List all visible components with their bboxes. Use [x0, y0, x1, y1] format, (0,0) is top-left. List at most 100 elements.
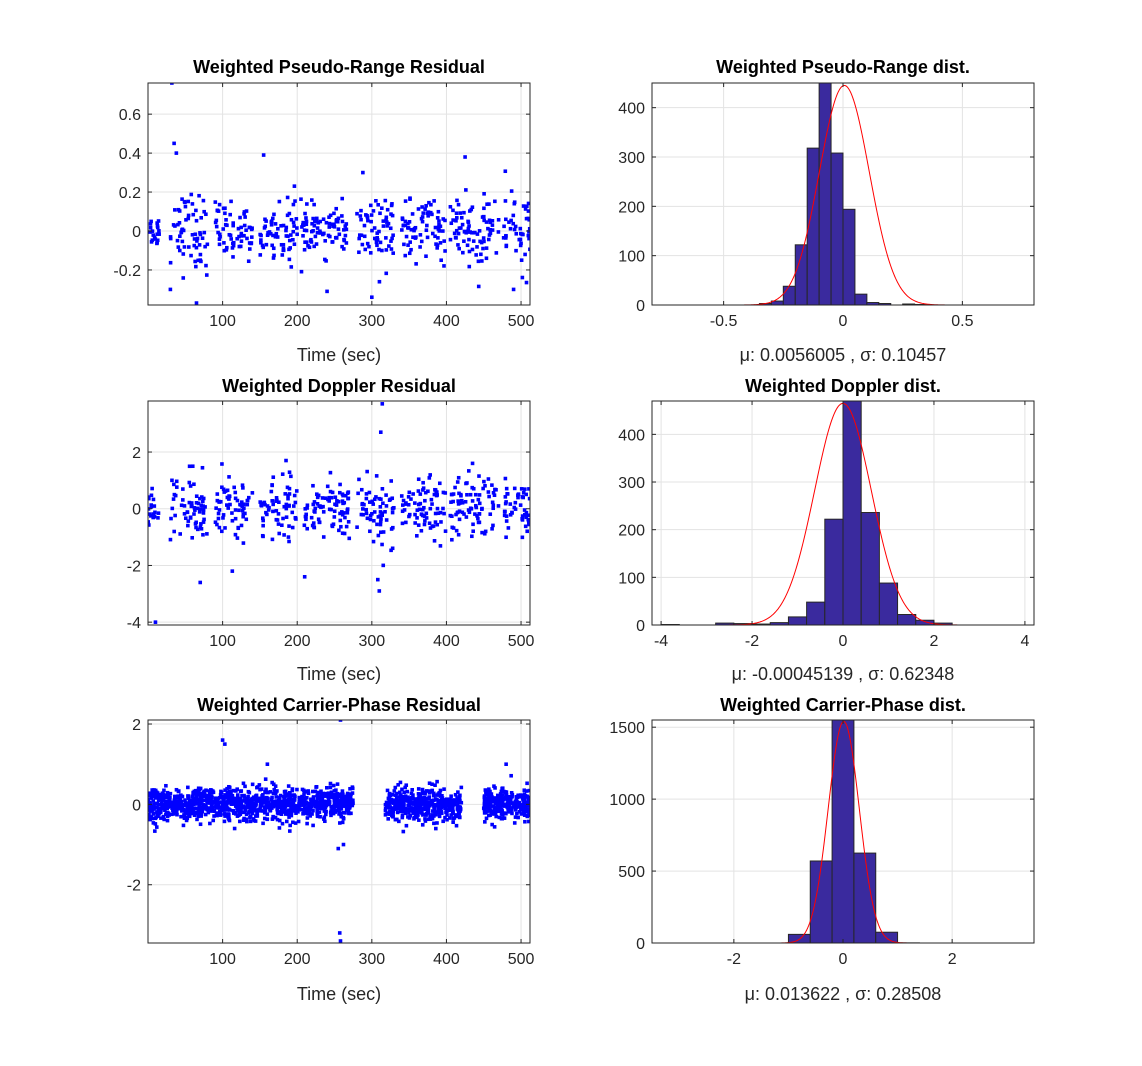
data-point — [496, 230, 501, 234]
data-point — [504, 514, 509, 518]
data-point — [316, 517, 321, 522]
data-point — [364, 492, 369, 496]
data-point — [324, 220, 329, 225]
data-point — [271, 246, 276, 251]
data-point — [400, 807, 404, 811]
data-point — [221, 227, 226, 231]
data-point — [215, 798, 220, 802]
data-point — [294, 517, 298, 521]
data-point — [191, 792, 196, 796]
data-point — [238, 796, 243, 801]
data-point — [501, 236, 506, 240]
data-point — [172, 529, 176, 534]
data-point — [407, 802, 411, 806]
data-point — [241, 233, 246, 238]
data-point — [478, 239, 482, 244]
data-point — [322, 815, 327, 819]
data-point — [232, 485, 236, 490]
data-point — [504, 217, 508, 222]
data-point — [364, 213, 368, 217]
data-point — [390, 792, 395, 797]
data-point — [419, 239, 424, 244]
data-point — [428, 210, 433, 215]
data-point — [418, 792, 422, 797]
data-point — [284, 225, 289, 230]
data-point — [455, 480, 460, 484]
data-point — [407, 811, 411, 815]
data-point — [436, 807, 440, 812]
data-point — [462, 210, 466, 215]
data-point — [482, 239, 486, 244]
data-point — [231, 223, 236, 228]
data-point — [510, 811, 514, 816]
data-point — [433, 812, 437, 816]
y-tick-label: 0 — [132, 502, 141, 519]
data-point — [412, 800, 416, 805]
outlier-point — [370, 295, 374, 300]
data-point — [408, 808, 413, 813]
data-point — [470, 499, 475, 503]
data-point — [447, 799, 451, 804]
x-tick-label: 400 — [433, 313, 460, 330]
data-point — [436, 805, 441, 809]
data-point — [375, 243, 379, 248]
histogram-bar — [806, 601, 826, 625]
data-point — [246, 804, 251, 809]
data-point — [404, 234, 409, 239]
data-point — [185, 806, 190, 810]
data-point — [238, 803, 243, 808]
data-point — [337, 792, 341, 797]
data-point — [151, 497, 156, 502]
y-tick-label: 0 — [636, 618, 645, 635]
data-point — [179, 814, 183, 819]
data-point — [415, 508, 420, 512]
data-point — [199, 526, 204, 531]
data-point — [432, 821, 436, 826]
data-point — [370, 228, 374, 233]
data-point — [340, 799, 345, 804]
data-point — [416, 796, 421, 801]
data-point — [400, 216, 405, 220]
data-point — [290, 525, 295, 530]
data-point — [261, 534, 265, 539]
data-point — [435, 246, 439, 250]
data-point — [155, 805, 159, 810]
data-point — [148, 812, 151, 816]
data-point — [217, 805, 222, 810]
data-point — [186, 199, 191, 204]
data-point — [288, 790, 292, 795]
data-point — [340, 214, 344, 218]
data-point — [425, 223, 429, 228]
outlier-point — [511, 287, 516, 292]
outlier-point — [377, 589, 382, 593]
data-point — [327, 802, 332, 807]
data-point — [450, 800, 455, 804]
data-point — [224, 218, 228, 222]
data-point — [192, 482, 196, 487]
data-point — [440, 796, 445, 800]
data-point — [286, 812, 291, 817]
data-point — [342, 247, 346, 251]
data-point — [338, 511, 342, 516]
data-point — [340, 512, 345, 517]
data-point — [287, 524, 291, 528]
data-point — [348, 804, 352, 809]
data-point — [174, 810, 179, 814]
data-point — [437, 814, 442, 819]
outlier-point — [325, 289, 329, 294]
data-point — [279, 812, 284, 817]
data-point — [220, 804, 225, 808]
data-point — [429, 497, 434, 502]
data-point — [389, 527, 394, 531]
data-point — [223, 801, 228, 805]
data-point — [214, 802, 218, 806]
data-point — [326, 497, 330, 502]
data-point — [211, 818, 216, 823]
data-point — [421, 211, 426, 215]
data-point — [506, 809, 510, 813]
data-point — [268, 803, 272, 807]
data-point — [264, 219, 268, 223]
outlier-point — [194, 301, 199, 305]
data-point — [208, 791, 212, 796]
data-point — [316, 814, 321, 819]
